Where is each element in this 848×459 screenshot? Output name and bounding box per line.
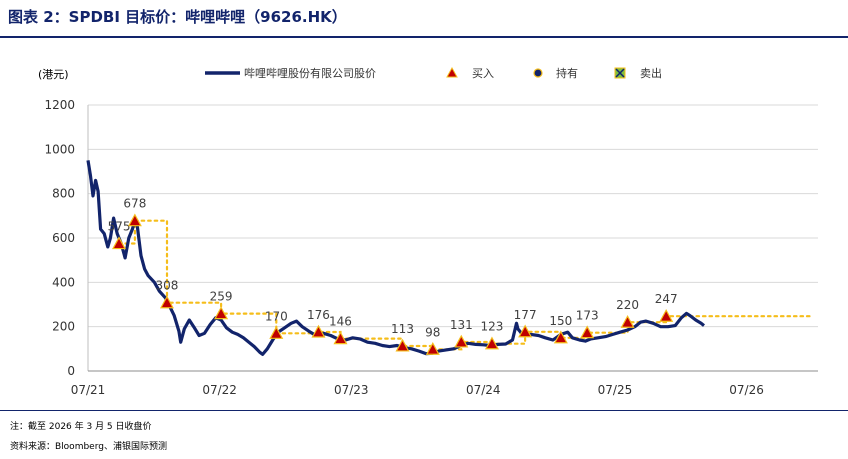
buy-marker	[127, 213, 142, 227]
marker-value-label: 150	[549, 314, 572, 328]
source-text: 资料来源：Bloomberg、浦银国际预测	[10, 442, 167, 452]
y-tick-label: 200	[52, 320, 75, 334]
note-text: 注：截至 2026 年 3 月 5 日收盘价	[10, 422, 152, 432]
legend-price-label: 哔哩哔哩股份有限公司股价	[244, 66, 376, 80]
marker-value-label: 678	[123, 197, 146, 211]
figure-title: 图表 2：SPDBI 目标价：哔哩哔哩（9626.HK）	[8, 8, 347, 26]
legend: 哔哩哔哩股份有限公司股价 买入 持有 卖出	[205, 66, 662, 80]
buy-marker	[395, 338, 410, 352]
legend-buy-swatch	[446, 66, 458, 78]
legend-hold-swatch	[533, 68, 543, 78]
buy-marker	[311, 324, 326, 338]
buy-marker	[214, 306, 229, 320]
legend-buy-label: 买入	[472, 67, 494, 80]
title-rule	[0, 36, 848, 38]
buy-marker	[580, 325, 595, 339]
y-tick-label: 600	[52, 231, 75, 245]
legend-sell-cross	[615, 68, 625, 78]
buy-marker	[159, 295, 174, 309]
legend-sell-label: 卖出	[640, 66, 662, 80]
marker-value-label: 220	[616, 298, 639, 312]
marker-value-label: 173	[576, 309, 599, 323]
marker-value-label: 98	[425, 325, 440, 339]
buy-marker	[620, 314, 635, 328]
x-tick-label: 07/25	[598, 383, 633, 397]
legend-hold-label: 持有	[556, 66, 578, 80]
buy-marker	[333, 331, 348, 345]
marker-value-label: 131	[450, 318, 473, 332]
buy-marker	[553, 330, 568, 344]
x-axis: 07/21 07/22 07/23 07/24 07/25 07/26	[71, 370, 818, 397]
buy-marker	[454, 334, 469, 348]
marker-value-label: 146	[329, 315, 352, 329]
marker-value-label: 575	[108, 220, 131, 234]
buy-marker	[269, 326, 284, 339]
buy-marker	[659, 308, 674, 322]
marker-value-label: 177	[514, 308, 537, 322]
y-tick-label: 800	[52, 187, 75, 201]
footer-rule	[0, 410, 848, 411]
marker-value-label: 176	[307, 308, 330, 322]
y-tick-label: 400	[52, 275, 75, 289]
x-tick-label: 07/22	[202, 383, 237, 397]
marker-value-label: 247	[655, 292, 678, 306]
x-tick-label: 07/21	[71, 383, 106, 397]
y-axis: 0 200 400 600 800 1000 1200	[44, 98, 89, 378]
y-tick-label: 1200	[44, 98, 75, 112]
buy-marker	[112, 236, 127, 250]
buy-marker	[484, 336, 499, 350]
y-tick-label: 0	[67, 364, 75, 378]
y-unit-label: (港元)	[38, 68, 69, 81]
buy-marker	[518, 324, 533, 338]
marker-value-label: 113	[391, 322, 414, 336]
marker-value-label: 308	[156, 279, 179, 293]
grid-lines	[88, 104, 818, 328]
x-tick-label: 07/26	[729, 383, 764, 397]
marker-value-label: 170	[265, 309, 288, 323]
marker-value-label: 123	[480, 320, 503, 334]
buy-marker	[425, 342, 440, 355]
x-tick-label: 07/24	[466, 383, 501, 397]
marker-value-label: 259	[210, 290, 233, 304]
marker-layer: 575 678 308 259 170 176 146 113 98 131 123 177 150 17…	[108, 197, 678, 355]
y-tick-label: 1000	[44, 142, 75, 156]
x-tick-label: 07/23	[334, 383, 369, 397]
